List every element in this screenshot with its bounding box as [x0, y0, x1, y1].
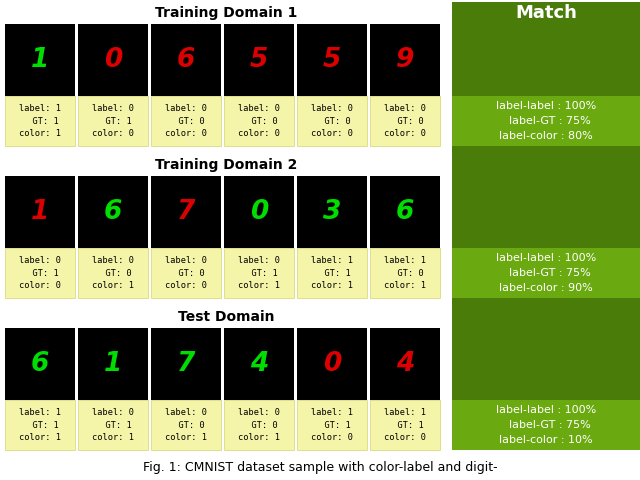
Text: Training Domain 1: Training Domain 1	[155, 6, 297, 20]
Bar	[452, 96, 640, 146]
Text: Training Domain 2: Training Domain 2	[155, 158, 297, 172]
Bar	[78, 400, 148, 450]
Text: 7: 7	[177, 199, 195, 225]
Text: label: 0
  GT: 0
color: 0: label: 0 GT: 0 color: 0	[238, 104, 280, 138]
Text: Match: Match	[515, 4, 577, 22]
Bar	[224, 248, 294, 298]
Text: label: 0
  GT: 1
color: 0: label: 0 GT: 1 color: 0	[92, 104, 134, 138]
Text: 6: 6	[104, 199, 122, 225]
Text: label: 0
  GT: 1
color: 0: label: 0 GT: 1 color: 0	[19, 256, 61, 290]
Bar	[5, 24, 75, 96]
Text: 7: 7	[177, 351, 195, 377]
Bar	[78, 248, 148, 298]
Bar	[452, 400, 640, 450]
Bar	[452, 2, 640, 450]
Text: label-label : 100%
  label-GT : 75%
label-color : 90%: label-label : 100% label-GT : 75% label-…	[496, 253, 596, 293]
Text: label: 1
  GT: 0
color: 1: label: 1 GT: 0 color: 1	[384, 256, 426, 290]
Text: 6: 6	[177, 47, 195, 73]
Text: label: 1
  GT: 1
color: 0: label: 1 GT: 1 color: 0	[311, 408, 353, 442]
Text: label: 1
  GT: 1
color: 1: label: 1 GT: 1 color: 1	[311, 256, 353, 290]
Bar	[297, 96, 367, 146]
Text: label: 0
  GT: 0
color: 1: label: 0 GT: 0 color: 1	[238, 408, 280, 442]
Text: Test Domain: Test Domain	[178, 310, 275, 324]
Text: 4: 4	[250, 351, 268, 377]
Bar	[370, 400, 440, 450]
Text: Fig. 1: CMNIST dataset sample with color-label and digit-: Fig. 1: CMNIST dataset sample with color…	[143, 460, 497, 473]
Bar	[297, 24, 367, 96]
Text: 4: 4	[396, 351, 414, 377]
Text: 0: 0	[250, 199, 268, 225]
Bar	[78, 24, 148, 96]
Bar	[151, 248, 221, 298]
Bar	[452, 248, 640, 298]
Bar	[78, 328, 148, 400]
Bar	[370, 328, 440, 400]
Bar	[5, 176, 75, 248]
Bar	[0, 2, 452, 146]
Bar	[297, 400, 367, 450]
Text: label: 0
  GT: 1
color: 1: label: 0 GT: 1 color: 1	[238, 256, 280, 290]
Bar	[224, 328, 294, 400]
Bar	[224, 96, 294, 146]
Text: 5: 5	[250, 47, 268, 73]
Text: 6: 6	[396, 199, 414, 225]
Bar	[151, 96, 221, 146]
Text: 6: 6	[31, 351, 49, 377]
Text: label: 0
  GT: 0
color: 0: label: 0 GT: 0 color: 0	[165, 256, 207, 290]
Text: label: 0
  GT: 0
color: 1: label: 0 GT: 0 color: 1	[92, 256, 134, 290]
Bar	[151, 176, 221, 248]
Text: label: 1
  GT: 1
color: 1: label: 1 GT: 1 color: 1	[19, 408, 61, 442]
Text: label: 0
  GT: 1
color: 1: label: 0 GT: 1 color: 1	[92, 408, 134, 442]
Text: 9: 9	[396, 47, 414, 73]
Bar	[370, 176, 440, 248]
Bar	[297, 176, 367, 248]
Bar	[151, 24, 221, 96]
Text: 0: 0	[323, 351, 341, 377]
Bar	[224, 400, 294, 450]
Text: label: 1
  GT: 1
color: 0: label: 1 GT: 1 color: 0	[384, 408, 426, 442]
Text: 0: 0	[104, 47, 122, 73]
Bar	[370, 24, 440, 96]
Bar	[151, 400, 221, 450]
Bar	[151, 328, 221, 400]
Text: 1: 1	[31, 47, 49, 73]
Bar	[78, 96, 148, 146]
Text: label-label : 100%
  label-GT : 75%
label-color : 10%: label-label : 100% label-GT : 75% label-…	[496, 405, 596, 445]
Text: label-label : 100%
  label-GT : 75%
label-color : 80%: label-label : 100% label-GT : 75% label-…	[496, 101, 596, 141]
Bar	[370, 96, 440, 146]
Text: 1: 1	[104, 351, 122, 377]
Bar	[5, 96, 75, 146]
Bar	[297, 328, 367, 400]
Text: label: 1
  GT: 1
color: 1: label: 1 GT: 1 color: 1	[19, 104, 61, 138]
Text: label: 0
  GT: 0
color: 0: label: 0 GT: 0 color: 0	[165, 104, 207, 138]
Text: label: 0
  GT: 0
color: 0: label: 0 GT: 0 color: 0	[384, 104, 426, 138]
Text: label: 0
  GT: 0
color: 1: label: 0 GT: 0 color: 1	[165, 408, 207, 442]
Text: 5: 5	[323, 47, 341, 73]
Bar	[0, 455, 640, 480]
Bar	[0, 154, 452, 298]
Bar	[5, 248, 75, 298]
Text: 1: 1	[31, 199, 49, 225]
Bar	[78, 176, 148, 248]
Bar	[224, 176, 294, 248]
Text: 3: 3	[323, 199, 341, 225]
Bar	[370, 248, 440, 298]
Bar	[297, 248, 367, 298]
Bar	[5, 328, 75, 400]
Text: label: 0
  GT: 0
color: 0: label: 0 GT: 0 color: 0	[311, 104, 353, 138]
Bar	[5, 400, 75, 450]
Bar	[224, 24, 294, 96]
Bar	[0, 306, 452, 450]
